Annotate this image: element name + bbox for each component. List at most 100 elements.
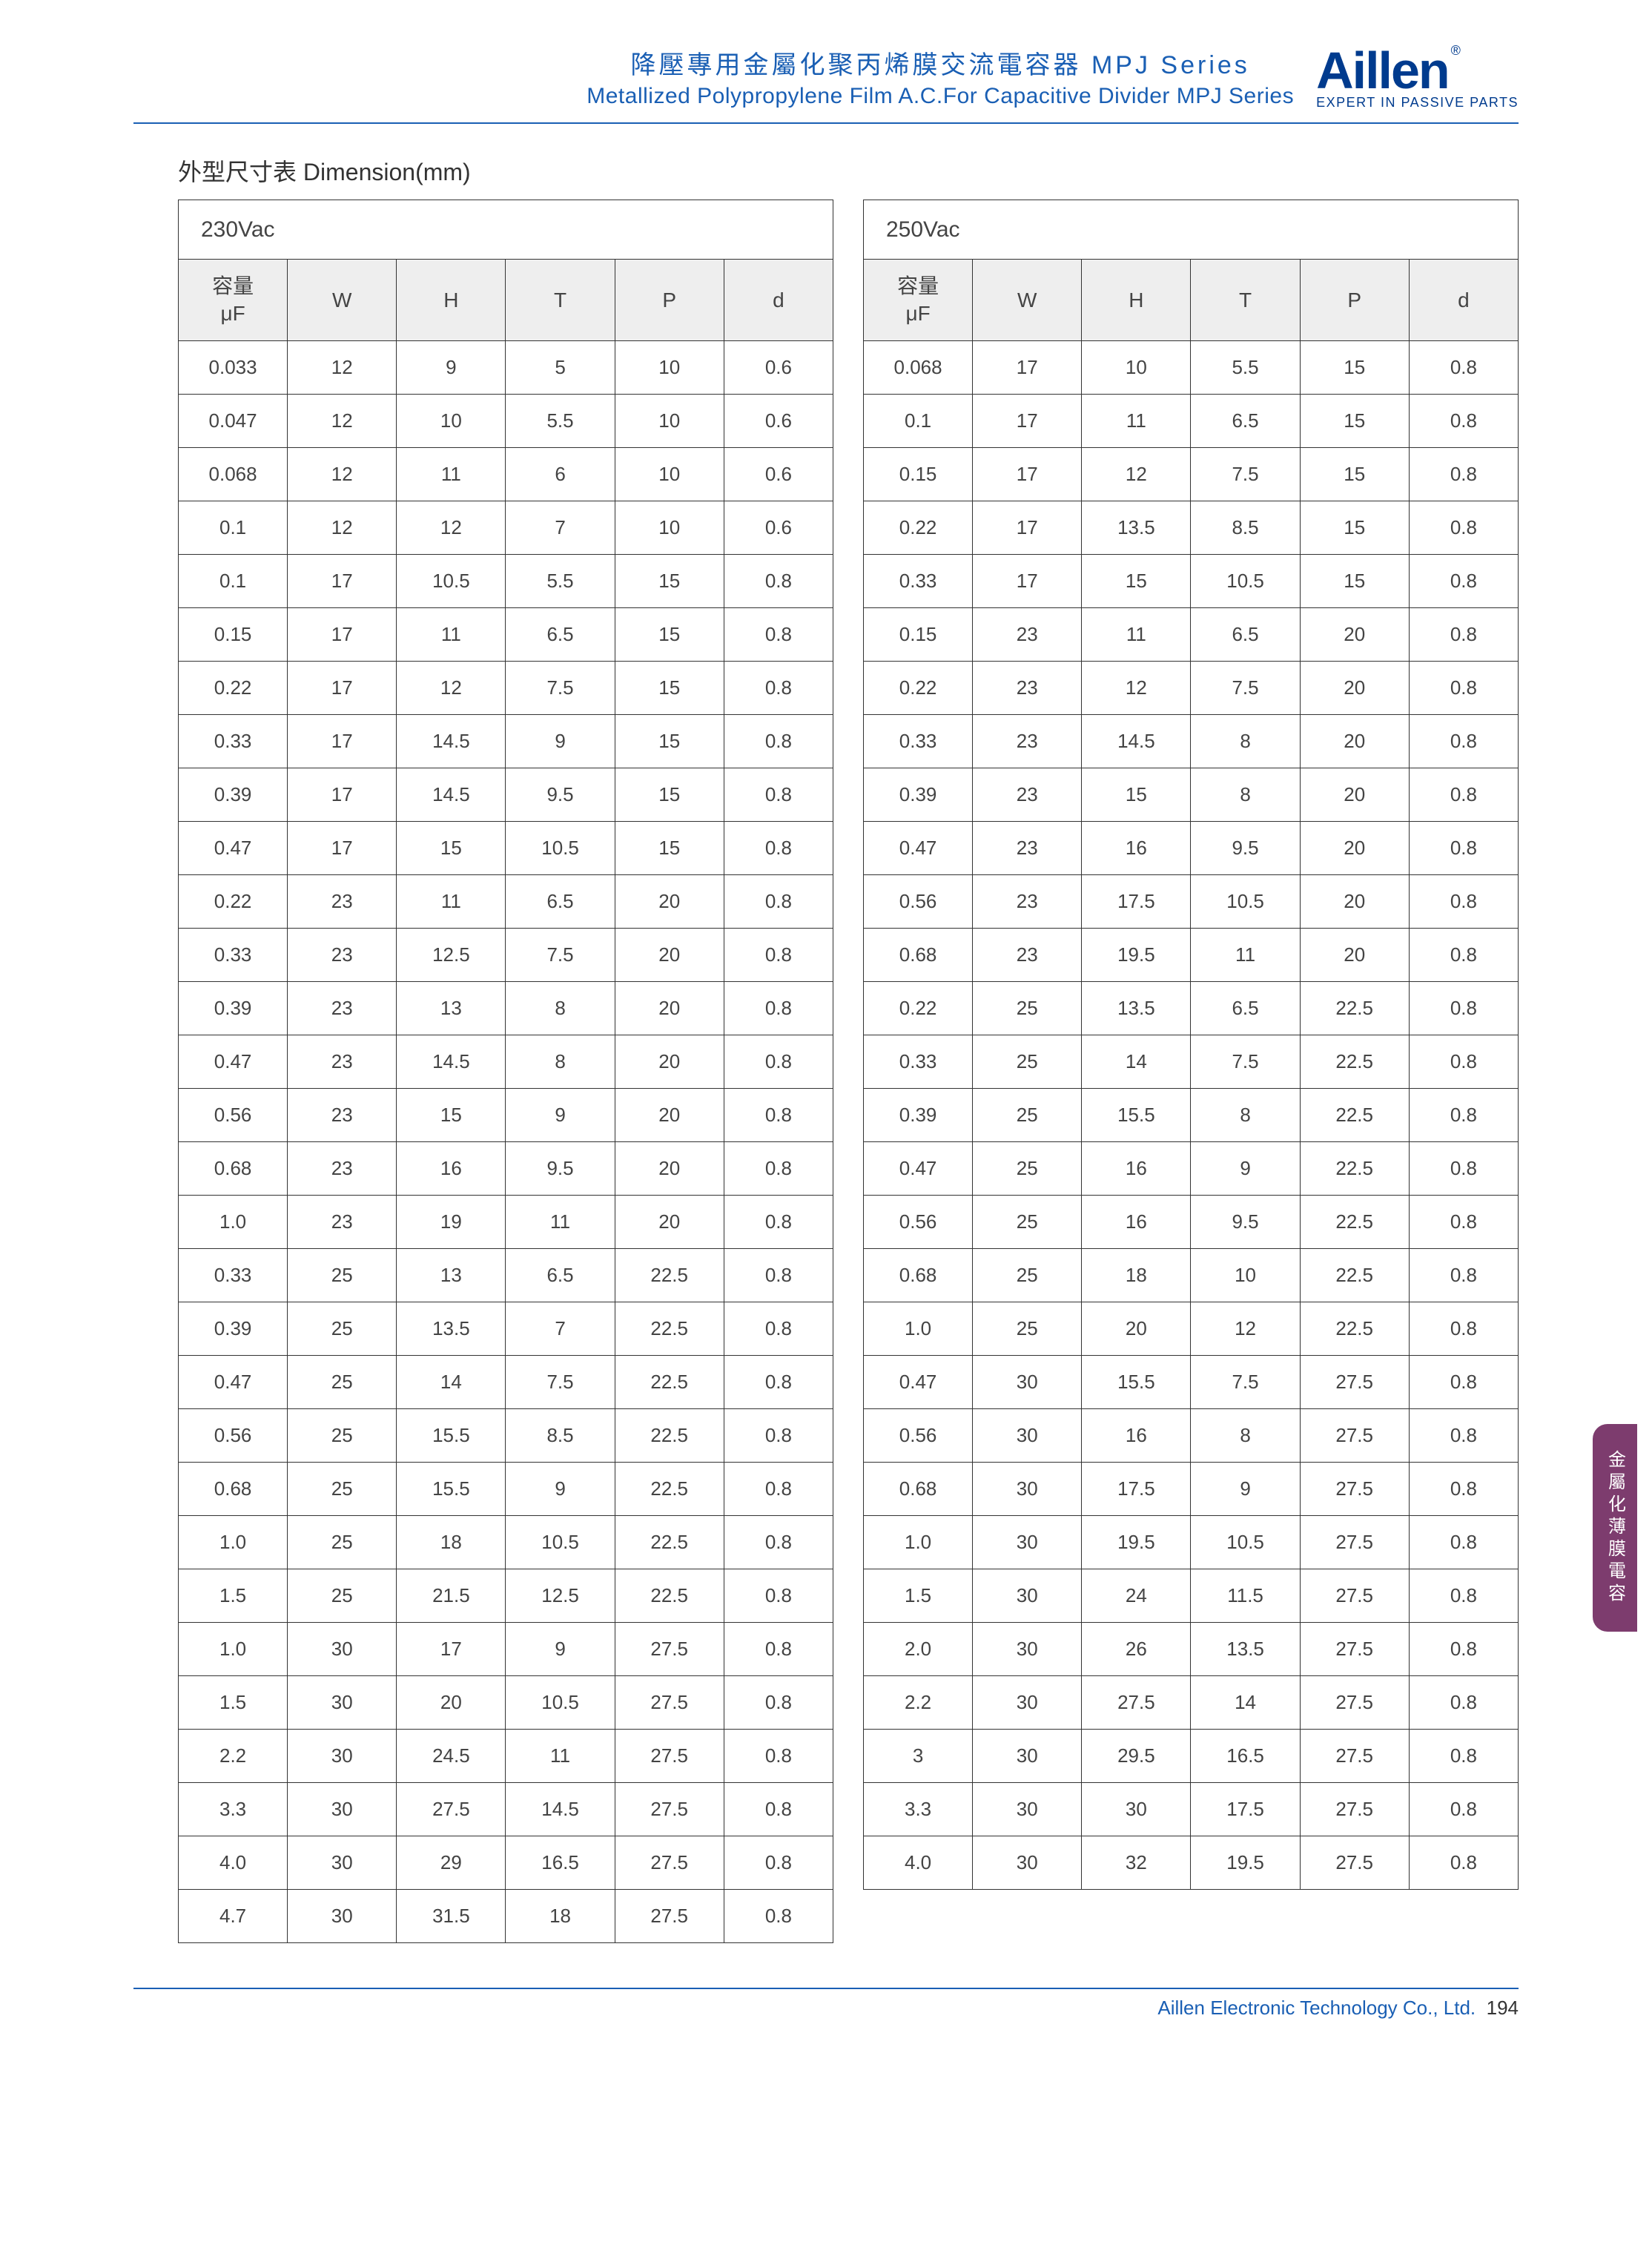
table-cell: 0.33	[179, 1249, 288, 1302]
table-cell: 27.5	[1300, 1623, 1409, 1676]
table-cell: 30	[973, 1836, 1082, 1890]
table-cell: 0.8	[724, 1356, 833, 1409]
table-cell: 30	[973, 1676, 1082, 1730]
table-cell: 9.5	[1191, 822, 1300, 875]
page-footer: Aillen Electronic Technology Co., Ltd. 1…	[15, 1988, 1637, 2042]
table-cell: 10	[615, 448, 724, 501]
table-cell: 16	[1082, 1409, 1191, 1463]
table-cell: 0.033	[179, 341, 288, 395]
table-cell: 0.56	[179, 1409, 288, 1463]
table-cell: 0.8	[1409, 1302, 1518, 1356]
table-cell: 20	[397, 1676, 506, 1730]
table-cell: 20	[615, 1035, 724, 1089]
table-cell: 0.56	[179, 1089, 288, 1142]
table-cell: 30	[288, 1730, 397, 1783]
table-cell: 0.8	[1409, 1676, 1518, 1730]
table-cell: 15	[1300, 341, 1409, 395]
table-cell: 20	[615, 982, 724, 1035]
table-cell: 0.8	[724, 1302, 833, 1356]
table-row: 0.392513.5722.50.8	[179, 1302, 833, 1356]
table-cell: 10.5	[1191, 555, 1300, 608]
table-cell: 9	[506, 1623, 615, 1676]
table-cell: 0.8	[724, 768, 833, 822]
table-cell: 25	[288, 1516, 397, 1569]
table-cell: 12	[1082, 662, 1191, 715]
table-cell: 0.8	[724, 608, 833, 662]
table-cell: 12.5	[506, 1569, 615, 1623]
table-cell: 18	[1082, 1249, 1191, 1302]
table-cell: 22.5	[615, 1409, 724, 1463]
table-cell: 0.68	[864, 929, 973, 982]
table-cell: 0.6	[724, 501, 833, 555]
table-cell: 13.5	[1082, 982, 1191, 1035]
table-row: 0.683017.5927.50.8	[864, 1463, 1519, 1516]
table-cell: 0.47	[864, 1356, 973, 1409]
table-cell: 23	[973, 608, 1082, 662]
table-cell: 17	[288, 822, 397, 875]
table-cell: 0.8	[1409, 1249, 1518, 1302]
table-row: 0.222513.56.522.50.8	[864, 982, 1519, 1035]
table-cell: 0.33	[179, 929, 288, 982]
table-row: 0.682515.5922.50.8	[179, 1463, 833, 1516]
table-row: 1.0251810.522.50.8	[179, 1516, 833, 1569]
table-cell: 0.068	[864, 341, 973, 395]
table-cell: 15.5	[1082, 1089, 1191, 1142]
table-cell: 0.22	[864, 982, 973, 1035]
table-cell: 7.5	[506, 1356, 615, 1409]
table-cell: 15	[615, 768, 724, 822]
table-row: 0.47171510.5150.8	[179, 822, 833, 875]
table-cell: 15.5	[397, 1409, 506, 1463]
table-cell: 23	[973, 929, 1082, 982]
table-cell: 22.5	[615, 1302, 724, 1356]
table-cell: 22.5	[1300, 1142, 1409, 1196]
table-cell: 10.5	[1191, 1516, 1300, 1569]
table-cell: 0.8	[1409, 395, 1518, 448]
table-cell: 0.8	[724, 555, 833, 608]
table-row: 0.3325136.522.50.8	[179, 1249, 833, 1302]
table-cell: 4.7	[179, 1890, 288, 1943]
table-cell: 15	[1082, 555, 1191, 608]
table-cell: 22.5	[615, 1356, 724, 1409]
table-cell: 30	[288, 1676, 397, 1730]
table-cell: 29	[397, 1836, 506, 1890]
table-cell: 16	[1082, 822, 1191, 875]
table-cell: 11	[1082, 395, 1191, 448]
table-cell: 23	[288, 1196, 397, 1249]
table-row: 1.0231911200.8	[179, 1196, 833, 1249]
table-cell: 14	[397, 1356, 506, 1409]
table-cell: 22.5	[615, 1516, 724, 1569]
table-cell: 1.5	[179, 1676, 288, 1730]
table-cell: 24.5	[397, 1730, 506, 1783]
table-cell: 0.8	[1409, 1569, 1518, 1623]
table-cell: 3.3	[179, 1783, 288, 1836]
table-cell: 0.8	[1409, 1142, 1518, 1196]
table-cell: 0.8	[1409, 448, 1518, 501]
brand-registered-icon: ®	[1451, 43, 1461, 59]
table-cell: 13.5	[397, 1302, 506, 1356]
table-cell: 0.8	[724, 1890, 833, 1943]
table-cell: 25	[288, 1302, 397, 1356]
table-cell: 16.5	[1191, 1730, 1300, 1783]
table-cell: 9	[506, 1089, 615, 1142]
table-row: 0.5625169.522.50.8	[864, 1196, 1519, 1249]
table-cell: 14.5	[1082, 715, 1191, 768]
table-cell: 25	[973, 1196, 1082, 1249]
table-cell: 16.5	[506, 1836, 615, 1890]
table-cell: 0.47	[864, 1142, 973, 1196]
table-cell: 15	[615, 822, 724, 875]
table-cell: 0.8	[724, 1409, 833, 1463]
table-cell: 0.8	[1409, 768, 1518, 822]
table-cell: 0.8	[724, 662, 833, 715]
table-cell: 15.5	[1082, 1356, 1191, 1409]
table-cell: 30	[973, 1356, 1082, 1409]
table-cell: 0.8	[724, 1035, 833, 1089]
col-p: P	[615, 260, 724, 341]
table-cell: 0.6	[724, 395, 833, 448]
table-cell: 0.8	[724, 1249, 833, 1302]
table-cell: 0.8	[1409, 875, 1518, 929]
table-cell: 0.8	[1409, 929, 1518, 982]
table-cell: 0.68	[179, 1142, 288, 1196]
table-cell: 25	[288, 1569, 397, 1623]
table-cell: 15	[615, 662, 724, 715]
header-titles: 降壓專用金屬化聚丙烯膜交流電容器 MPJ Series Metallized P…	[587, 45, 1294, 109]
